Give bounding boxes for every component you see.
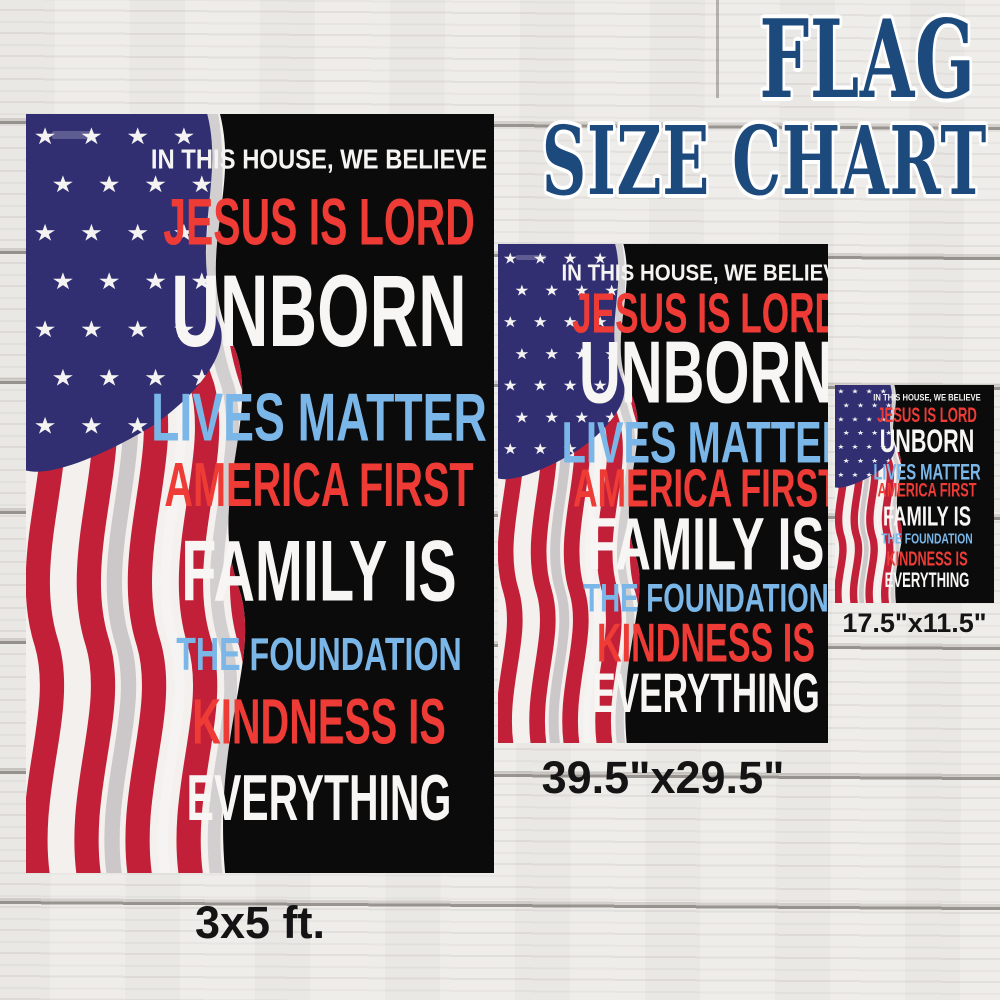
poster-line-america-first: AMERICA FIRST (572, 458, 828, 518)
poster-line-foundation: THE FOUNDATION (175, 628, 462, 681)
poster-line-lives-matter: LIVES MATTER (873, 459, 981, 485)
poster-line-america-first: AMERICA FIRST (877, 479, 977, 502)
wood-plank-joint (716, 0, 719, 98)
poster-line-lives-matter: LIVES MATTER (150, 379, 487, 456)
poster-line-jesus: JESUS IS LORD (571, 282, 828, 346)
poster-line-everything: EVERYTHING (592, 661, 820, 725)
page-title-line-size-chart: SIZE CHART (541, 106, 987, 217)
page-title-line-flag: FLAG (759, 0, 976, 123)
flag-poster-3x5ft: IN THIS HOUSE, WE BELIEVE JESUS IS LORD … (26, 114, 494, 873)
poster-line-america-first: AMERICA FIRST (163, 451, 474, 521)
poster-line-foundation: THE FOUNDATION (881, 531, 973, 548)
flag-poster-39.5x29.5: IN THIS HOUSE, WE BELIEVE JESUS IS LORD … (498, 244, 828, 743)
poster-line-jesus: JESUS IS LORD (162, 184, 475, 259)
poster-line-jesus: JESUS IS LORD (877, 404, 978, 428)
poster-line-everything: EVERYTHING (186, 760, 451, 834)
poster-line-kindness: KINDNESS IS (596, 611, 815, 674)
flagwix-watermark (51, 130, 94, 140)
flagwix-watermark (516, 254, 546, 261)
poster-line-family: FAMILY IS (883, 500, 972, 532)
poster-line-kindness: KINDNESS IS (886, 547, 968, 571)
poster-line-unborn: UNBORN (170, 253, 467, 368)
poster-line-believe: IN THIS HOUSE, WE BELIEVE (150, 143, 487, 175)
poster-line-kindness: KINDNESS IS (191, 685, 446, 758)
poster-line-family: FAMILY IS (587, 502, 825, 586)
flag-poster-17.5x11.5: IN THIS HOUSE, WE BELIEVE JESUS IS LORD … (835, 385, 994, 603)
poster-line-believe: IN THIS HOUSE, WE BELIEVE (873, 392, 981, 403)
poster-line-believe: IN THIS HOUSE, WE BELIEVE (561, 259, 828, 286)
size-label-17.5x11.5: 17.5"x11.5" (842, 608, 987, 638)
poster-line-unborn: UNBORN (879, 422, 975, 460)
poster-line-everything: EVERYTHING (884, 568, 970, 592)
poster-line-lives-matter: LIVES MATTER (561, 410, 828, 476)
poster-line-foundation: THE FOUNDATION (583, 576, 828, 621)
poster-line-unborn: UNBORN (578, 323, 828, 422)
size-label-3x5ft: 3x5 ft. (194, 897, 326, 948)
poster-line-family: FAMILY IS (180, 523, 457, 620)
size-label-39.5x29.5: 39.5"x29.5" (541, 752, 785, 803)
